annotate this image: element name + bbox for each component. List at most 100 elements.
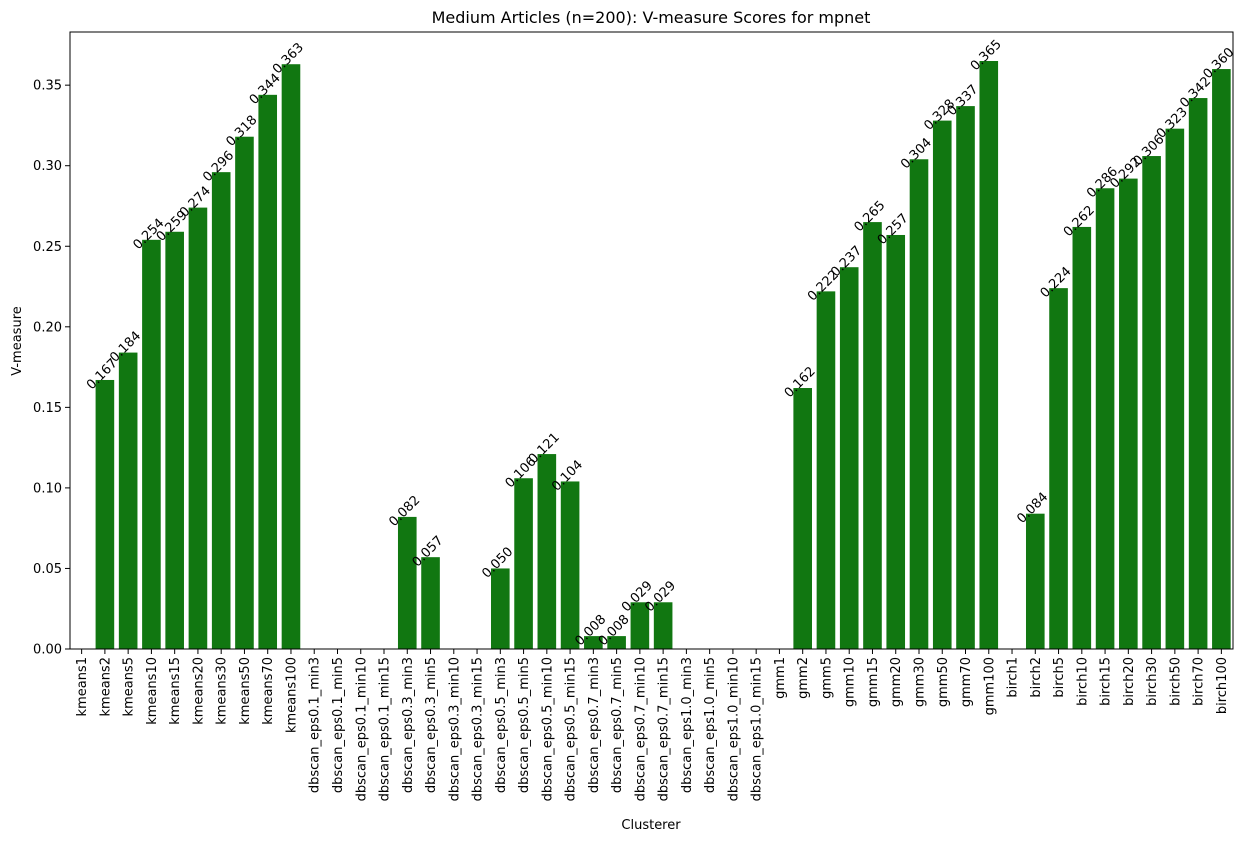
bar xyxy=(1025,513,1045,649)
bar xyxy=(397,516,417,649)
x-tick-label: dbscan_eps0.7_min15 xyxy=(657,657,672,801)
y-tick-label: 0.35 xyxy=(33,79,62,94)
bar xyxy=(211,172,231,649)
bar xyxy=(258,94,278,649)
bar xyxy=(118,352,138,649)
x-axis: kmeans1 kmeans2 kmeans5 kmeans10 kmeans15 kme… xyxy=(75,649,1230,801)
bar xyxy=(653,602,673,649)
x-tick-label: gmm1 xyxy=(773,657,788,699)
x-tick-label: kmeans15 xyxy=(168,657,183,725)
bar xyxy=(909,159,929,649)
bar xyxy=(816,291,836,649)
x-tick-label: dbscan_eps0.1_min5 xyxy=(331,657,346,793)
x-tick-label: dbscan_eps0.1_min3 xyxy=(308,657,323,793)
bar xyxy=(1212,69,1231,650)
y-axis-label: V-measure xyxy=(10,306,25,376)
x-tick-label: dbscan_eps0.7_min5 xyxy=(610,657,625,793)
bar xyxy=(537,454,557,649)
y-tick-label: 0.15 xyxy=(33,401,62,416)
x-tick-label: birch5 xyxy=(1052,657,1067,698)
bar xyxy=(165,231,184,649)
y-axis: 0.00 0.05 0.10 0.15 0.20 0.25 0.30 0.35 xyxy=(33,79,70,658)
bar xyxy=(1142,156,1161,650)
bar xyxy=(142,239,161,649)
bar xyxy=(1119,178,1138,649)
y-tick-label: 0.20 xyxy=(33,320,62,335)
x-tick-label: kmeans20 xyxy=(191,657,206,725)
bar xyxy=(1188,98,1208,650)
x-tick-label: birch30 xyxy=(1145,657,1160,706)
x-tick-label: birch50 xyxy=(1168,657,1183,706)
y-tick-label: 0.05 xyxy=(33,562,62,577)
x-tick-label: gmm70 xyxy=(959,657,974,707)
x-tick-label: birch1 xyxy=(1006,657,1021,698)
x-tick-label: dbscan_eps0.3_min10 xyxy=(447,657,462,801)
x-tick-label: birch10 xyxy=(1075,657,1090,706)
plot-frame xyxy=(69,31,1234,650)
chart-title: Medium Articles (n=200): V-measure Score… xyxy=(432,8,871,27)
x-axis-label: Clusterer xyxy=(621,818,681,833)
x-tick-label: kmeans1 xyxy=(75,657,90,716)
x-tick-label: dbscan_eps1.0_min3 xyxy=(680,657,695,793)
x-tick-label: dbscan_eps0.3_min15 xyxy=(471,657,486,801)
x-tick-label: dbscan_eps0.5_min15 xyxy=(564,657,579,801)
y-tick-label: 0.10 xyxy=(33,481,62,496)
x-tick-label: gmm5 xyxy=(819,657,834,699)
x-tick-label: kmeans2 xyxy=(98,657,113,716)
x-tick-label: kmeans10 xyxy=(145,657,160,725)
bar xyxy=(188,207,208,649)
bar xyxy=(607,636,626,649)
bar xyxy=(514,478,533,649)
x-tick-label: gmm15 xyxy=(866,657,881,707)
x-tick-label: dbscan_eps1.0_min15 xyxy=(750,657,765,801)
x-tick-label: kmeans100 xyxy=(284,657,299,733)
bar xyxy=(95,379,115,649)
x-tick-label: kmeans70 xyxy=(261,657,276,725)
bar xyxy=(421,557,440,649)
x-tick-label: dbscan_eps1.0_min5 xyxy=(703,657,718,793)
x-tick-label: dbscan_eps0.3_min5 xyxy=(424,657,439,793)
x-tick-label: dbscan_eps0.1_min10 xyxy=(354,657,369,801)
x-tick-label: gmm2 xyxy=(796,657,811,699)
x-tick-label: gmm50 xyxy=(936,657,951,707)
y-tick-label: 0.25 xyxy=(33,240,62,255)
bar xyxy=(235,136,254,649)
bar xyxy=(1072,226,1092,649)
y-tick-label: 0.00 xyxy=(33,643,62,658)
x-tick-label: dbscan_eps0.7_min3 xyxy=(587,657,602,793)
x-tick-label: dbscan_eps0.1_min15 xyxy=(378,657,393,801)
bars-group xyxy=(95,61,1231,650)
x-tick-label: dbscan_eps0.3_min3 xyxy=(401,657,416,793)
bar xyxy=(863,222,882,649)
bar xyxy=(932,120,952,650)
bar xyxy=(281,64,301,650)
bar xyxy=(560,481,580,649)
bar xyxy=(584,636,603,649)
bar xyxy=(491,568,510,649)
y-tick-label: 0.30 xyxy=(33,159,62,174)
x-tick-label: dbscan_eps1.0_min10 xyxy=(726,657,741,801)
bar xyxy=(979,61,999,649)
x-tick-label: dbscan_eps0.5_min10 xyxy=(540,657,555,801)
x-tick-label: dbscan_eps0.5_min3 xyxy=(494,657,509,793)
bar xyxy=(1095,188,1115,649)
x-tick-label: birch70 xyxy=(1192,657,1207,706)
x-tick-label: birch20 xyxy=(1122,657,1137,706)
bar xyxy=(886,234,906,650)
bar xyxy=(839,267,859,649)
x-tick-label: kmeans50 xyxy=(238,657,253,725)
x-tick-label: birch100 xyxy=(1215,657,1230,714)
x-tick-label: gmm20 xyxy=(889,657,904,707)
bar xyxy=(630,602,650,649)
x-tick-label: dbscan_eps0.5_min5 xyxy=(517,657,532,793)
x-tick-label: kmeans30 xyxy=(215,657,230,725)
x-tick-label: birch2 xyxy=(1029,657,1044,698)
x-tick-label: gmm10 xyxy=(843,657,858,707)
bar xyxy=(956,106,975,650)
x-tick-label: kmeans5 xyxy=(122,657,137,716)
bar xyxy=(1165,128,1185,649)
x-tick-label: dbscan_eps0.7_min10 xyxy=(633,657,648,801)
x-tick-label: gmm100 xyxy=(982,657,997,715)
bar xyxy=(1049,288,1068,649)
